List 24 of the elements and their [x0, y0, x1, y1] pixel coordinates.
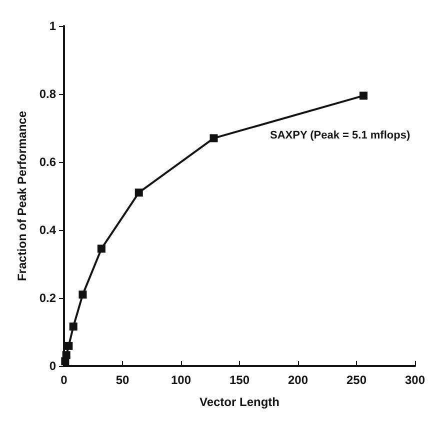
- annotation: SAXPY (Peak = 5.1 mflops): [270, 130, 410, 142]
- x-tick-label: 150: [229, 373, 250, 387]
- point: [62, 351, 70, 360]
- x-tick-label: 0: [60, 373, 68, 387]
- x-axis-title: Vector Length: [199, 395, 280, 409]
- y-tick-label: 0.2: [39, 291, 56, 305]
- point: [134, 188, 143, 197]
- y-tick-label: 0.8: [39, 87, 56, 101]
- y-tick-label: 0.4: [39, 223, 56, 237]
- point: [78, 290, 87, 299]
- point: [360, 92, 368, 100]
- point: [97, 244, 106, 253]
- x-tick-label: 300: [404, 373, 426, 387]
- x-tick-label: 50: [116, 373, 130, 387]
- point: [64, 342, 73, 350]
- y-tick-label: 0: [49, 359, 56, 373]
- x-tick-label: 100: [170, 373, 192, 387]
- y-tick-label: 1: [49, 19, 56, 33]
- point: [69, 322, 78, 331]
- y-axis-title: Fraction of Peak Performance: [15, 110, 29, 282]
- y-tick-label: 0.6: [39, 155, 56, 169]
- x-tick-label: 200: [288, 373, 308, 387]
- x-tick-label: 250: [346, 373, 367, 387]
- point: [210, 134, 218, 142]
